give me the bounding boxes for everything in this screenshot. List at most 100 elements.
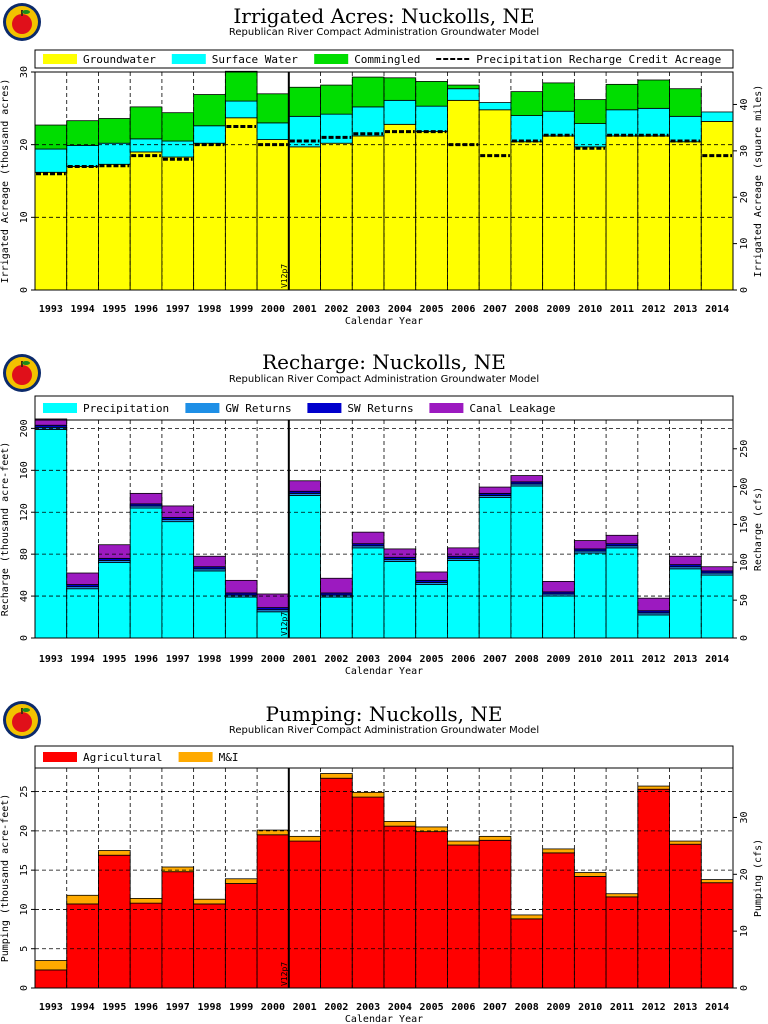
line-precipitation-recharge-credit-acreage xyxy=(36,125,732,176)
bar-segment xyxy=(542,82,575,112)
apple-logo-icon xyxy=(3,701,41,739)
bar-segment xyxy=(224,579,258,594)
bar-segment xyxy=(129,106,163,140)
bar-segment xyxy=(605,83,639,111)
x-tick-label: 2003 xyxy=(356,304,380,315)
x-tick-label: 1995 xyxy=(102,654,126,665)
x-tick-label: 2014 xyxy=(705,304,729,315)
apple-logo-icon xyxy=(3,3,41,41)
bar-segment xyxy=(34,124,68,150)
model-version-label: V12p7 xyxy=(280,264,289,288)
legend-label: Surface Water xyxy=(212,53,298,66)
bar-segment xyxy=(161,156,195,291)
x-tick-label: 2011 xyxy=(610,654,634,665)
bar-segment xyxy=(415,826,448,833)
x-tick-label: 2001 xyxy=(293,304,317,315)
x-tick-label: 1997 xyxy=(166,654,190,665)
bar-segment xyxy=(637,614,670,639)
bar-segment xyxy=(320,777,353,989)
apple-logo-icon xyxy=(3,354,41,392)
bar-segment xyxy=(478,839,512,989)
bar-segment xyxy=(288,86,321,117)
x-tick-label: 2004 xyxy=(388,654,412,665)
bar-segment xyxy=(34,171,68,291)
y-tick-label: 10 xyxy=(19,903,30,915)
y-tick-label: 200 xyxy=(19,419,30,437)
bar-segment xyxy=(193,570,226,639)
x-tick-label: 1997 xyxy=(166,304,190,315)
y2-tick-label: 200 xyxy=(739,478,750,496)
bar-segment xyxy=(478,486,512,494)
bar-segment xyxy=(288,146,321,291)
bar-segment xyxy=(129,898,163,904)
bar-segment xyxy=(66,120,99,146)
bar-segment xyxy=(129,138,163,153)
bar-segment xyxy=(573,876,607,989)
bar-segment xyxy=(351,531,385,545)
bar-segment xyxy=(447,547,480,557)
x-tick-label: 1996 xyxy=(134,304,158,315)
bar-segment xyxy=(478,109,512,291)
y2-tick-label: 0 xyxy=(739,635,750,641)
legend-item: Precipitation Recharge Credit Acreage xyxy=(436,53,721,66)
bar-segment xyxy=(224,878,258,884)
y-axis-label: Irrigated Acreage (thousand acres) xyxy=(0,79,11,284)
legend-label: Precipitation Recharge Credit Acreage xyxy=(476,53,721,66)
bar-segment xyxy=(447,84,480,90)
series-commingled xyxy=(34,70,702,150)
series-canal-leakage xyxy=(34,418,734,612)
bar-segment xyxy=(573,99,607,124)
x-tick-label: 1994 xyxy=(71,1002,95,1013)
plot-frame xyxy=(34,71,734,291)
x-tick-label: 2009 xyxy=(546,304,570,315)
chart-title: Recharge: Nuckolls, NE xyxy=(262,350,506,374)
bar-segment xyxy=(637,597,670,612)
bar-segment xyxy=(98,544,131,559)
bar-segment xyxy=(320,577,353,594)
y-tick-label: 160 xyxy=(19,461,30,479)
x-tick-label: 2002 xyxy=(324,1002,348,1013)
y2-tick-label: 30 xyxy=(739,811,750,823)
bar-segment xyxy=(415,584,448,639)
x-tick-label: 2004 xyxy=(388,304,412,315)
bar-segment xyxy=(478,102,512,111)
series-precipitation xyxy=(34,429,734,639)
y-tick-label: 0 xyxy=(19,287,30,293)
x-tick-label: 2012 xyxy=(642,654,666,665)
bar-segment xyxy=(573,552,607,639)
x-tick-label: 2000 xyxy=(261,1002,285,1013)
y-tick-label: 10 xyxy=(19,211,30,223)
legend-swatch xyxy=(43,54,77,64)
pumping-chart: V12p7 0 5 10 15 20 25 0 10 20 30 Pumping (thousand … xyxy=(0,745,764,1024)
legend-swatch xyxy=(429,403,464,413)
x-tick-label: 2004 xyxy=(388,1002,412,1013)
model-version-label: V12p7 xyxy=(280,962,289,986)
x-tick-label: 1998 xyxy=(197,304,221,315)
y2-tick-label: 0 xyxy=(739,287,750,293)
bar-segment xyxy=(193,898,226,905)
x-tick-label: 2007 xyxy=(483,1002,507,1013)
legend-swatch xyxy=(307,403,342,413)
x-tick-label: 2012 xyxy=(642,1002,666,1013)
bar-segment xyxy=(161,140,195,158)
legend-item: GW Returns xyxy=(185,402,292,415)
x-tick-label: 2000 xyxy=(261,654,285,665)
bar-segment xyxy=(320,84,353,115)
x-tick-label: 2001 xyxy=(293,1002,317,1013)
x-tick-label: 1993 xyxy=(39,304,63,315)
y2-tick-label: 40 xyxy=(739,98,750,110)
x-tick-label: 2009 xyxy=(546,1002,570,1013)
x-tick-label: 1993 xyxy=(39,654,63,665)
x-tick-label: 2008 xyxy=(515,654,539,665)
legend-label: SW Returns xyxy=(347,402,413,415)
legend-swatch xyxy=(43,403,77,413)
bar-segment xyxy=(98,850,131,856)
x-tick-label: 1999 xyxy=(229,654,253,665)
bar-segment xyxy=(351,76,385,108)
series-sw-returns xyxy=(34,424,734,614)
chart-title: Irrigated Acres: Nuckolls, NE xyxy=(233,4,535,28)
legend-label: GW Returns xyxy=(225,402,291,415)
chart-subtitle: Republican River Compact Administration … xyxy=(228,374,540,385)
legend-item: Canal Leakage xyxy=(429,402,555,415)
bar-segment xyxy=(288,480,321,492)
